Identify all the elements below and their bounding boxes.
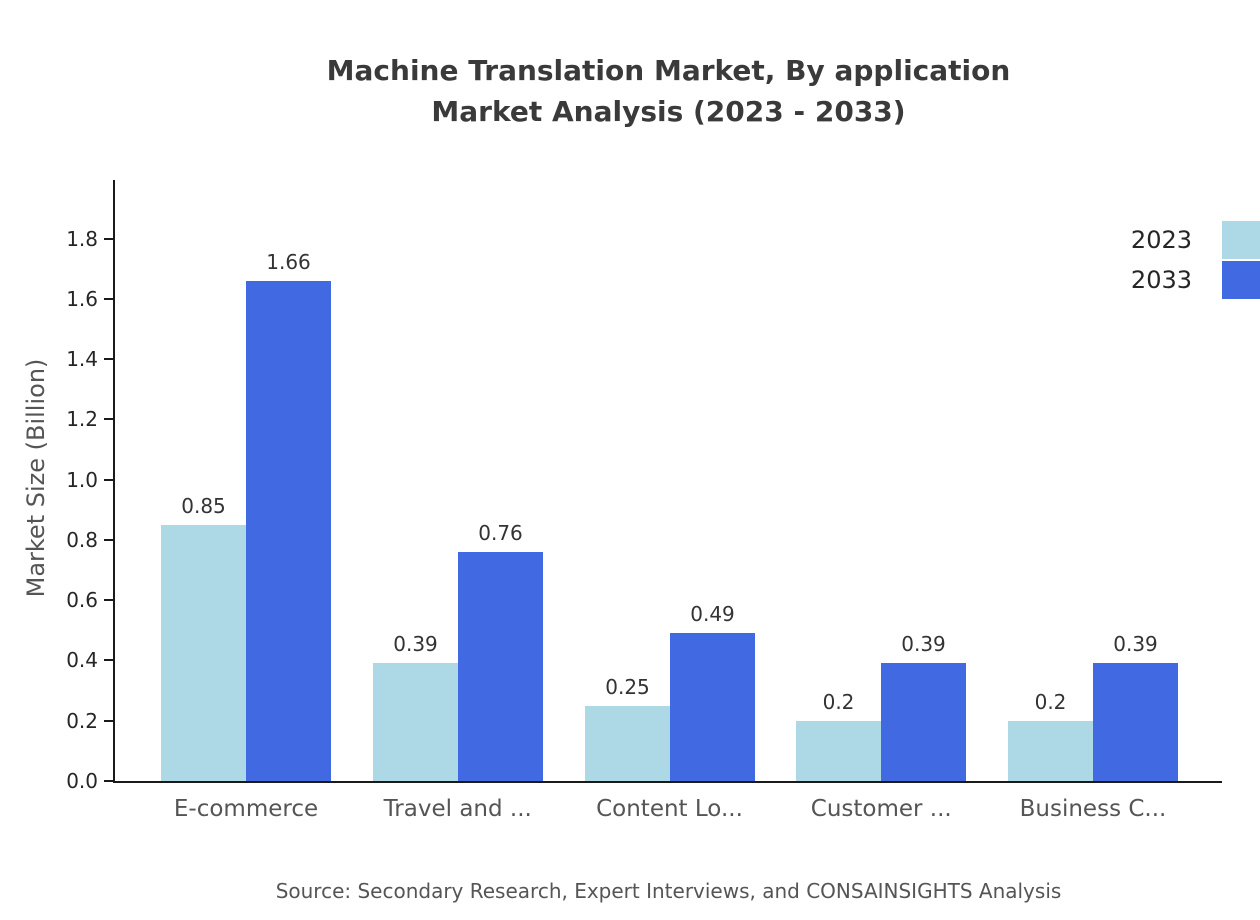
y-tick-label: 0.4 bbox=[66, 648, 98, 673]
bar-value-label: 0.39 bbox=[901, 632, 946, 656]
y-tick-mark bbox=[104, 719, 113, 722]
y-tick-label: 1.0 bbox=[66, 467, 98, 492]
chart-title: Machine Translation Market, By applicati… bbox=[115, 50, 1222, 132]
bar-2033-travel-and- bbox=[458, 552, 543, 781]
bar-2033-business-c- bbox=[1093, 663, 1178, 781]
x-category-label: Content Lo... bbox=[596, 796, 743, 822]
source-text: Source: Secondary Research, Expert Inter… bbox=[275, 879, 1062, 903]
y-tick-label: 1.8 bbox=[66, 226, 98, 251]
legend-label-2033: 2033 bbox=[1130, 266, 1192, 294]
bar-value-label: 0.25 bbox=[605, 675, 650, 699]
x-category-label: Business C... bbox=[1019, 796, 1167, 822]
x-category-label: E-commerce bbox=[173, 796, 319, 822]
y-tick-label: 0.2 bbox=[66, 708, 98, 733]
y-tick-label: 1.4 bbox=[66, 347, 98, 372]
legend-item-2023: 2023 bbox=[1060, 220, 1260, 260]
y-tick-mark bbox=[104, 418, 113, 421]
chart-title-line-1: Machine Translation Market, By applicati… bbox=[326, 54, 1011, 87]
bar-2023-customer- bbox=[796, 721, 881, 781]
legend-swatch-2033 bbox=[1222, 261, 1260, 299]
bar-value-label: 1.66 bbox=[266, 250, 311, 274]
bar-2023-e-commerce bbox=[161, 525, 246, 781]
chart-title-line-2: Market Analysis (2023 - 2033) bbox=[431, 95, 906, 128]
legend-swatch-2023 bbox=[1222, 221, 1260, 259]
y-tick-mark bbox=[104, 297, 113, 300]
y-tick-label: 1.2 bbox=[66, 407, 98, 432]
y-tick-label: 1.6 bbox=[66, 286, 98, 311]
y-tick-label: 0.0 bbox=[66, 769, 98, 793]
bar-2023-business-c- bbox=[1008, 721, 1093, 781]
bar-2023-travel-and- bbox=[373, 663, 458, 781]
bar-value-label: 0.85 bbox=[181, 494, 226, 518]
legend-label-2023: 2023 bbox=[1130, 226, 1192, 254]
y-tick-label: 0.6 bbox=[66, 588, 98, 613]
bar-2033-e-commerce bbox=[246, 281, 331, 781]
bar-value-label: 0.39 bbox=[1113, 632, 1158, 656]
y-tick-mark bbox=[104, 478, 113, 481]
bar-value-label: 0.76 bbox=[478, 521, 523, 545]
bar-value-label: 0.39 bbox=[393, 632, 438, 656]
y-tick-mark bbox=[104, 237, 113, 240]
x-category-label: Travel and ... bbox=[383, 796, 532, 822]
bar-2033-customer- bbox=[881, 663, 966, 781]
y-tick-mark bbox=[104, 780, 113, 782]
y-tick-mark bbox=[104, 659, 113, 662]
bar-value-label: 0.49 bbox=[690, 602, 735, 626]
y-tick-mark bbox=[104, 538, 113, 541]
bar-2033-content-lo- bbox=[670, 633, 755, 781]
y-tick-mark bbox=[104, 599, 113, 602]
x-axis-line bbox=[113, 781, 1222, 783]
y-tick-label: 0.8 bbox=[66, 527, 98, 552]
bar-2023-content-lo- bbox=[585, 706, 670, 781]
x-category-label: Customer ... bbox=[810, 796, 952, 822]
y-tick-mark bbox=[104, 358, 113, 361]
bar-value-label: 0.2 bbox=[1034, 690, 1067, 714]
legend-item-2033: 2033 bbox=[1060, 260, 1260, 300]
y-axis-line bbox=[113, 180, 115, 783]
bar-value-label: 0.2 bbox=[822, 690, 855, 714]
